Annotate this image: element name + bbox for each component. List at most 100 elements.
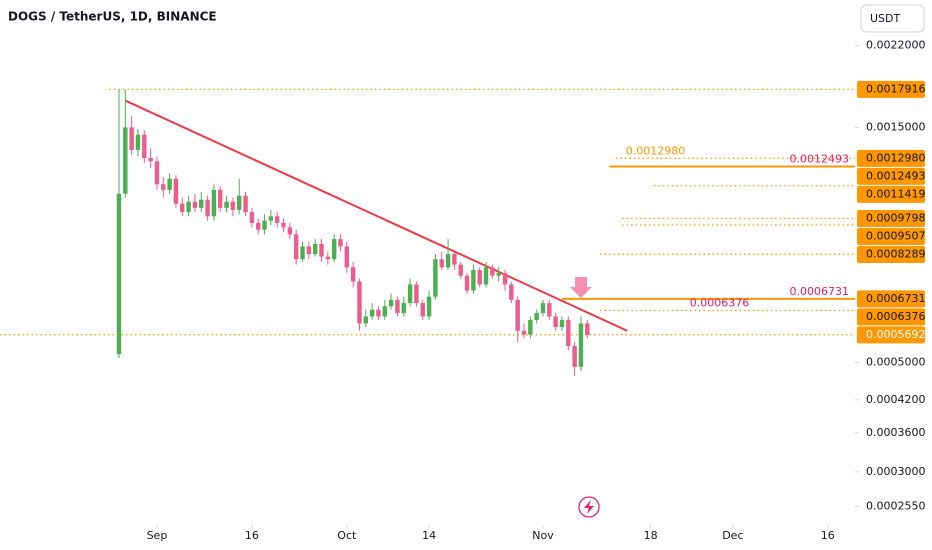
candle-body (287, 227, 293, 235)
arrow-marker (570, 277, 592, 298)
candle-body (249, 212, 255, 223)
candle-body (325, 256, 331, 260)
x-tick-label: Dec (722, 529, 743, 542)
candle-body (382, 306, 387, 317)
candle-body (148, 158, 153, 162)
candle-body (540, 303, 546, 314)
candle-body (534, 313, 539, 320)
candle-body (458, 264, 463, 276)
candle-body (281, 222, 286, 228)
price-label-box (857, 308, 925, 326)
candle-body (471, 270, 476, 291)
candle-body (483, 267, 489, 285)
candle-body (123, 127, 128, 194)
candle-body (306, 246, 312, 255)
y-tick-label: 0.0003600 (866, 426, 926, 439)
candle-body (464, 275, 470, 291)
price-label-box (857, 185, 925, 203)
candle-body (167, 178, 172, 190)
candle-body (490, 267, 495, 276)
candle-body (218, 189, 223, 208)
candle-body (224, 201, 229, 208)
candle-body (496, 272, 501, 276)
price-label: 0.0011419 (866, 187, 926, 200)
candle-body (262, 220, 267, 230)
candle-body (180, 203, 185, 213)
candle-body (363, 316, 369, 324)
plot-layer: 0.0022000 0.0015000 0.0005000 0.0004200 0.00… (0, 38, 926, 542)
x-tick-label: 18 (644, 529, 658, 542)
price-label: 0.0006731 (866, 292, 926, 305)
y-tick-label: 0.0002550 (866, 500, 926, 513)
price-label-box (857, 228, 925, 246)
candle-body (331, 239, 337, 260)
candle-body (186, 201, 191, 213)
x-tick-label: 16 (245, 529, 259, 542)
candle-body (521, 330, 527, 335)
y-tick-label: 0.0004200 (866, 393, 926, 406)
candle-body (357, 281, 362, 324)
candle-body (205, 199, 210, 217)
candle-body (338, 239, 343, 247)
candle-body (376, 309, 381, 317)
candle-body (439, 259, 444, 268)
level-inline-label: 0.0006731 (790, 285, 850, 298)
candle-body (230, 201, 236, 210)
candle-body (395, 299, 400, 314)
candle-body (293, 234, 299, 260)
y-tick-label: 0.0015000 (866, 120, 926, 133)
candle-body (173, 178, 179, 204)
candle-body (502, 272, 508, 285)
candle-body (509, 284, 514, 300)
candle-body (199, 199, 204, 208)
candle-body (559, 319, 565, 328)
candle-body (426, 296, 432, 317)
currency-button[interactable] (860, 4, 925, 33)
candle-body (350, 267, 356, 282)
candle-body (154, 161, 160, 185)
candle-body (300, 246, 305, 260)
price-label: 0.0009507 (866, 230, 926, 243)
price-label: 0.0006376 (866, 310, 926, 323)
candle-body (192, 201, 198, 208)
candle-body (407, 284, 413, 304)
candle-body (237, 195, 242, 210)
x-tick-label: 16 (821, 529, 835, 542)
candle-body (414, 284, 419, 304)
x-tick-label: Nov (532, 529, 554, 542)
price-label: 0.0009798 (866, 212, 926, 225)
candle-body (116, 193, 122, 355)
level-inline-label: 0.0012493 (790, 153, 850, 166)
candle-body (578, 323, 584, 367)
y-tick-label: 0.0003000 (866, 465, 926, 478)
candle-body (420, 303, 425, 317)
candle-body (211, 189, 217, 217)
candle-body (255, 222, 261, 230)
x-tick-label: 14 (422, 529, 436, 542)
candle-body (161, 184, 166, 190)
candle-body (585, 323, 590, 335)
candle-body (553, 316, 558, 328)
candle-body (566, 319, 571, 347)
x-tick-label: Sep (147, 529, 168, 542)
candle-body (452, 254, 457, 265)
candle-body (135, 134, 141, 150)
price-label: 0.0012493 (866, 169, 926, 182)
price-label-box (857, 149, 925, 167)
level-inline-label: 0.0012980 (626, 144, 686, 157)
level-inline-label: 0.0006376 (690, 296, 750, 309)
x-tick-label: Oct (337, 529, 357, 542)
currency-label[interactable]: USDT (870, 12, 901, 25)
candle-body (572, 346, 577, 367)
price-label-box (857, 80, 925, 98)
price-label-box (857, 167, 925, 185)
candle-body (344, 246, 350, 268)
trendline (124, 99, 628, 332)
price-label-box (857, 290, 925, 308)
candle-body (388, 299, 394, 307)
price-label-box (857, 246, 925, 264)
candle-body (312, 243, 318, 255)
candle-body (401, 303, 406, 314)
